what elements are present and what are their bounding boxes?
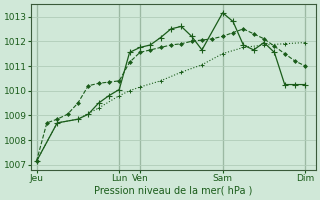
X-axis label: Pression niveau de la mer( hPa ): Pression niveau de la mer( hPa ) [94, 186, 253, 196]
